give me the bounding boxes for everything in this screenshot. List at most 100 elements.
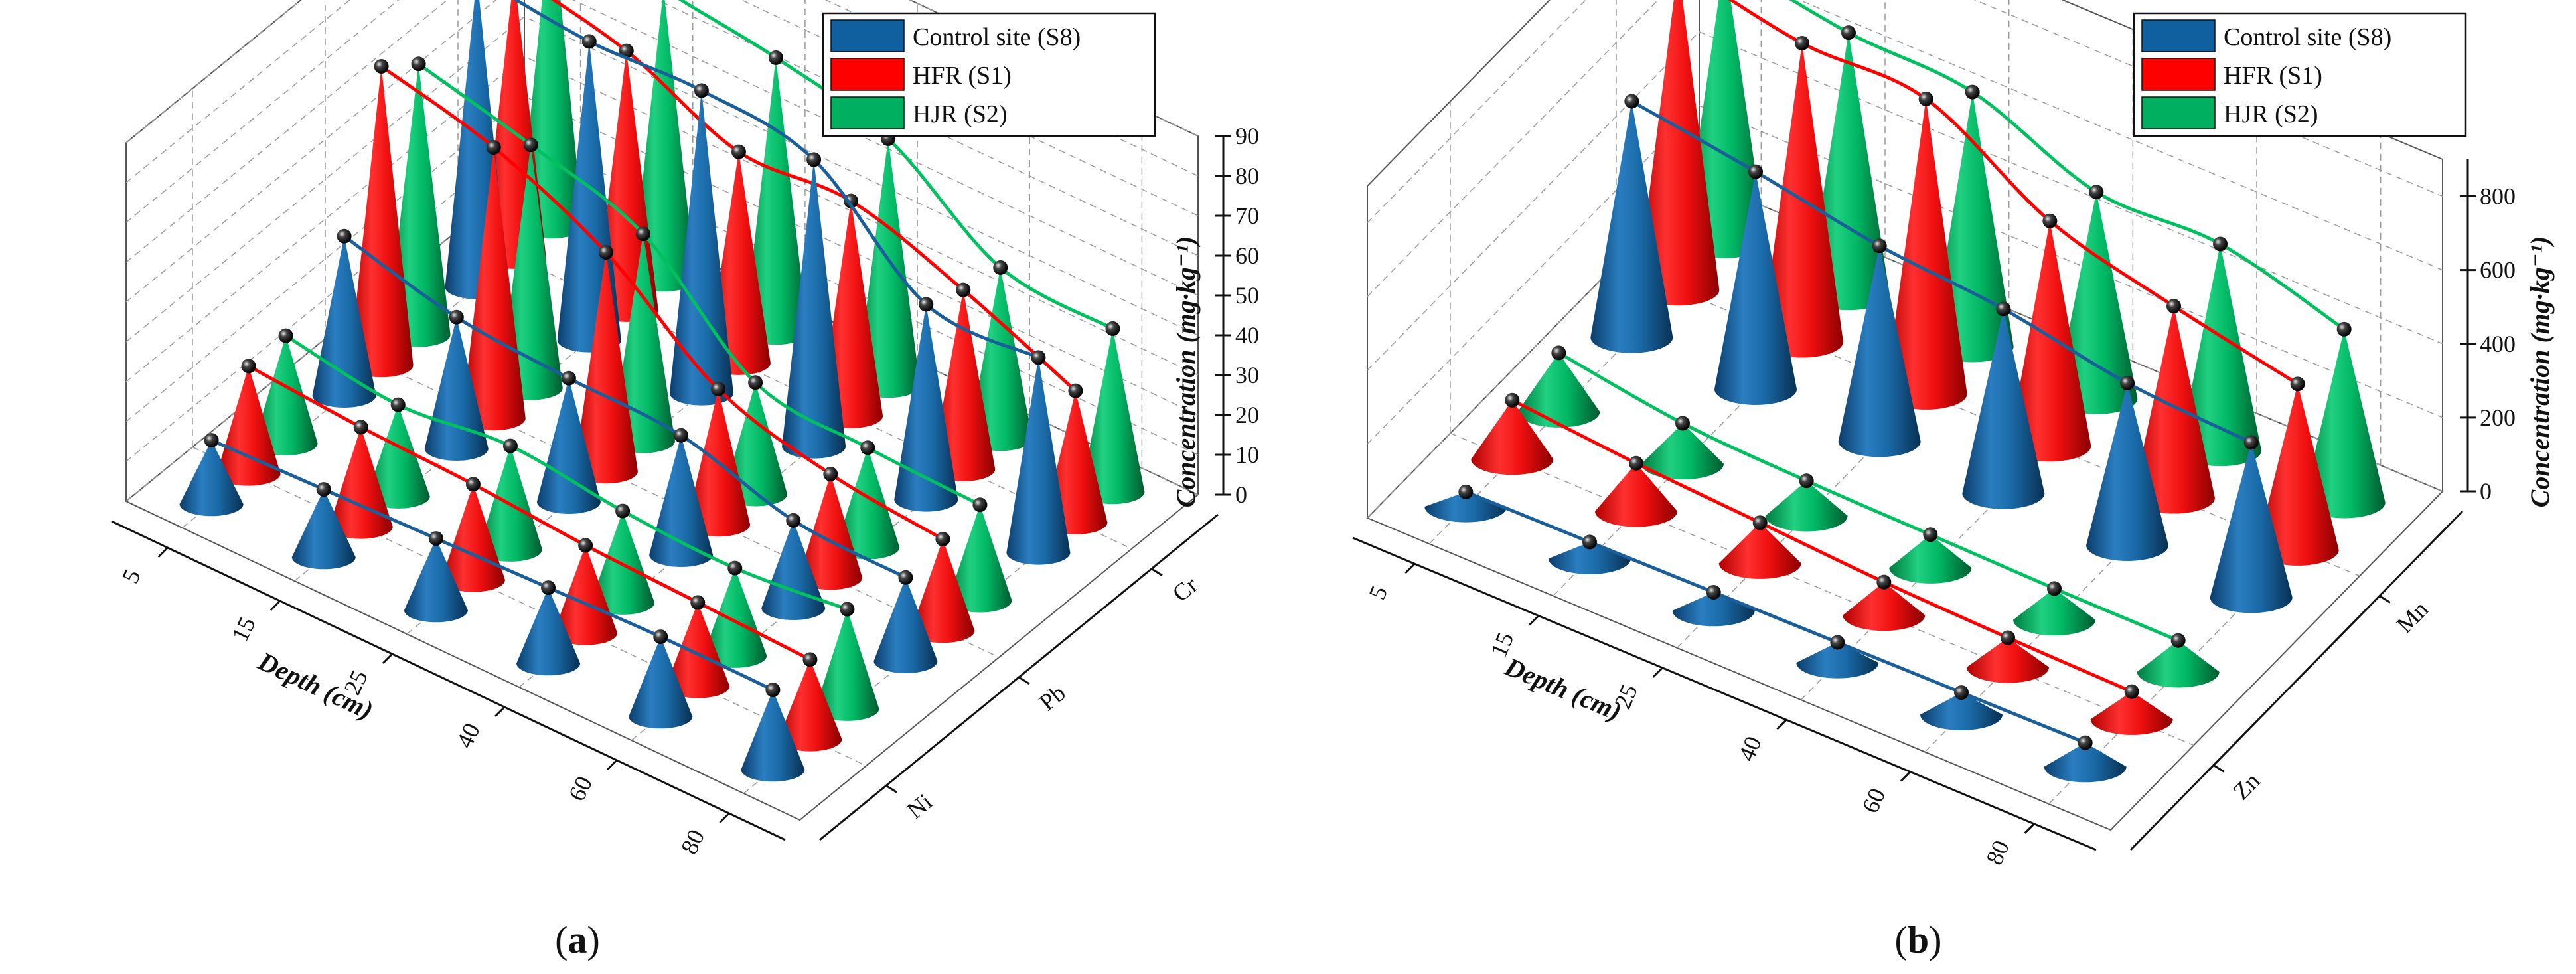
z-tick-label: 10: [1235, 442, 1259, 468]
series-line: [551, 0, 1077, 392]
legend-label: HFR (S1): [2224, 62, 2322, 90]
data-point: [1031, 350, 1046, 365]
cone-mark: [1672, 592, 1755, 627]
z-tick-label: 30: [1235, 362, 1259, 388]
x-tick: [1776, 719, 1787, 730]
cone-mark: [536, 378, 601, 514]
cone-mark: [2256, 384, 2339, 566]
data-point: [2078, 735, 2093, 750]
back-wall: [2061, 0, 2443, 491]
grid-line: [1367, 105, 2443, 445]
grid-line: [1367, 0, 2443, 224]
data-point: [727, 560, 743, 576]
cone-mark: [1549, 542, 1631, 574]
data-point: [598, 245, 613, 260]
cone-mark: [366, 404, 430, 509]
data-point: [765, 683, 781, 698]
legend-label: HFR (S1): [913, 62, 1012, 90]
y-tick: [2379, 595, 2391, 604]
data-point: [674, 428, 689, 443]
panel-label-letter: a: [568, 918, 587, 961]
cone-mark: [968, 267, 1033, 451]
cone-mark: [798, 474, 863, 590]
cone-mark: [554, 545, 618, 645]
z-tick-label: 600: [2480, 257, 2516, 284]
data-point: [411, 56, 426, 72]
z-tick-label: 80: [1235, 163, 1259, 189]
legend-label: Control site (S8): [913, 23, 1081, 51]
left-wall: [125, 0, 525, 501]
data-point: [2243, 435, 2259, 450]
series-line: [1511, 398, 2133, 693]
cone-mark: [1517, 353, 1600, 428]
z-tick-label: 0: [1235, 481, 1247, 508]
cone-mark: [931, 289, 996, 481]
series-line: [513, 0, 1039, 359]
grid-line: [1367, 31, 2443, 371]
cone-mark: [424, 317, 489, 461]
cone-mark: [2090, 691, 2173, 735]
back-wall: [909, 0, 1199, 495]
cone-mark: [703, 568, 767, 668]
x-tick-label: 40: [1733, 732, 1767, 765]
cone-mark: [856, 138, 921, 398]
cone-mark: [611, 234, 675, 453]
cone-mark: [1838, 246, 1921, 457]
cone-mark: [948, 505, 1012, 613]
cone-mark: [179, 440, 244, 517]
data-point: [561, 370, 576, 386]
x-tick: [269, 600, 281, 611]
cone-mark: [911, 539, 975, 643]
data-point: [1872, 238, 1887, 254]
data-point: [2213, 236, 2228, 252]
data-point: [278, 328, 293, 343]
cone-mark: [2133, 306, 2215, 514]
data-point: [1675, 416, 1690, 431]
series-marks: [179, 0, 1145, 782]
grid-line: [1450, 432, 2194, 746]
y-tick: [2213, 764, 2225, 773]
x-axis-line: [1352, 536, 2097, 851]
z-axis: 0 200 400 600 800 Concentration (mg·kg⁻¹): [2460, 159, 2555, 507]
panel-label-open: (: [1895, 918, 1908, 961]
legend-label: HJR (S2): [913, 100, 1008, 128]
data-point: [806, 152, 822, 167]
cone-mark: [291, 489, 356, 570]
data-point: [1965, 84, 1980, 100]
data-point: [241, 359, 256, 374]
cone-mark: [815, 609, 879, 721]
cone-mark: [2013, 588, 2095, 636]
z-tick-label: 40: [1235, 322, 1259, 349]
legend-swatch: [830, 58, 905, 91]
data-point: [1748, 164, 1763, 179]
data-point: [653, 629, 668, 645]
y-tick-label: Mn: [2391, 596, 2434, 638]
panel-label-letter: b: [1908, 918, 1929, 961]
data-point: [898, 570, 913, 585]
series-line: [210, 438, 774, 692]
x-tick: [607, 759, 618, 771]
data-point: [1996, 301, 2011, 317]
y-tick-label: Zn: [2228, 768, 2265, 805]
panel-label-close: ): [587, 918, 600, 961]
cone-mark: [629, 637, 693, 729]
series-line: [1631, 100, 2252, 444]
cone-mark: [836, 447, 900, 560]
z-tick-label: 90: [1235, 123, 1259, 149]
grid-line: [192, 446, 867, 767]
data-point: [786, 513, 801, 528]
z-tick-label: 800: [2480, 183, 2516, 210]
series-zn-red: [1471, 392, 2173, 735]
panel-a: 0 10 20 30 40 50 60 70 80 90 Concentration (mg·kg⁻…: [111, 0, 1259, 961]
data-point: [840, 602, 855, 617]
data-point: [1629, 455, 1643, 471]
grid-line: [125, 0, 1199, 303]
cone-mark: [669, 90, 733, 406]
data-point: [449, 309, 464, 325]
cone-mark: [2137, 640, 2220, 688]
x-tick-label: 60: [1857, 785, 1891, 817]
data-point: [1706, 584, 1721, 600]
data-point: [2089, 185, 2104, 200]
grid-line: [1367, 0, 2443, 297]
x-tick-label: 80: [676, 825, 710, 858]
